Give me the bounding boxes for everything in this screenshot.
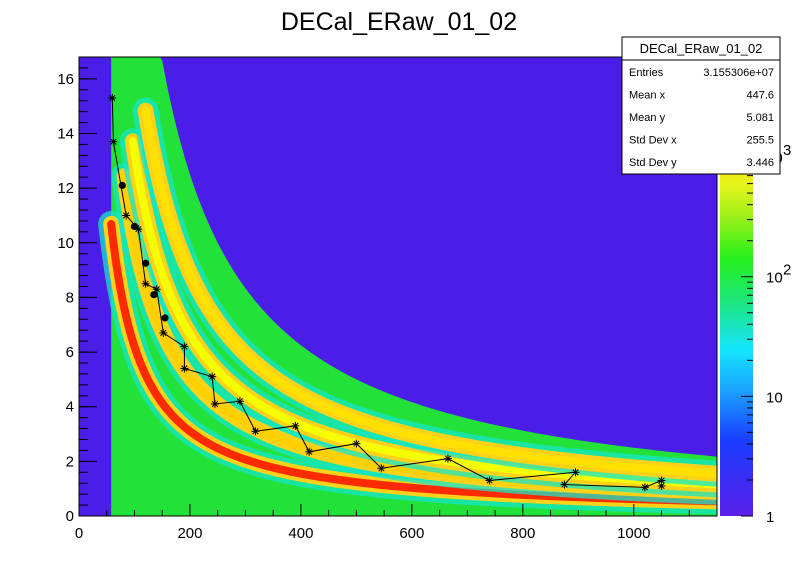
stats-row-label: Mean x — [629, 90, 666, 102]
y-tick-label: 0 — [66, 508, 74, 525]
series-1-point — [305, 447, 314, 456]
y-tick-label: 8 — [66, 289, 74, 306]
stats-row-value: 5.081 — [746, 112, 774, 124]
series-2-point — [118, 181, 126, 190]
stats-row-value: 447.6 — [746, 90, 774, 102]
x-tick-label: 1000 — [617, 525, 650, 542]
stats-rows: Entries 3.155306e+07 Mean x 447.6 Mean y 5.08… — [629, 67, 774, 169]
y-tick-label: 6 — [66, 344, 74, 361]
stats-box-frame — [621, 36, 781, 175]
z-tick-label: 10 — [766, 270, 783, 287]
stats-row-value: 3.446 — [746, 157, 774, 169]
z-tick-exponent: 3 — [783, 142, 791, 159]
band-4-layer-3 — [141, 106, 717, 478]
series-1-point — [443, 454, 452, 463]
series-1-point — [180, 364, 189, 373]
x-tick-label: 600 — [399, 525, 424, 542]
x-tick-label: 400 — [288, 525, 313, 542]
series-1-point — [235, 397, 244, 406]
y-tick-label: 10 — [57, 235, 74, 252]
y-axis: 0 2 4 6 8 10 12 14 16 — [57, 67, 97, 525]
y-tick-label: 12 — [57, 180, 74, 197]
series-1-point — [640, 483, 649, 492]
series-2-point — [150, 291, 158, 299]
y-tick-label: 2 — [66, 453, 74, 470]
stats-box-title: DECal_ERaw_01_02 — [640, 41, 763, 56]
series-1-point — [251, 427, 260, 436]
series-1-point — [141, 279, 150, 288]
bands-layer — [98, 57, 717, 516]
z-tick-label: 10 — [766, 389, 783, 406]
series-1-point — [208, 372, 217, 381]
series-1-point — [152, 285, 161, 294]
stats-row-label: Std Dev y — [629, 157, 677, 169]
series-1-point — [377, 464, 386, 473]
chart-title: DECal_ERaw_01_02 — [281, 8, 517, 36]
stats-box: DECal_ERaw_01_02 Entries 3.155306e+07 Mean… — [621, 36, 781, 175]
series-1-point — [571, 468, 580, 477]
series-1-point — [485, 476, 494, 485]
x-axis: 0 200 400 600 800 1000 — [75, 504, 690, 542]
y-tick-label: 16 — [57, 71, 74, 88]
stats-row-label: Entries — [629, 67, 664, 79]
series-2-point — [161, 314, 169, 322]
stats-row-label: Mean y — [629, 112, 666, 124]
x-tick-label: 800 — [510, 525, 535, 542]
stats-row-value: 255.5 — [746, 135, 774, 147]
series-1-point — [560, 480, 569, 489]
series-1-point — [109, 137, 118, 146]
series-1-point — [108, 93, 117, 102]
series-1-point — [291, 421, 300, 430]
z-tick-label: 1 — [766, 509, 774, 526]
background-upper — [159, 57, 717, 457]
z-tick-exponent: 2 — [783, 262, 791, 279]
series-1-point — [180, 342, 189, 351]
series-1-point — [122, 211, 131, 220]
series-1-point — [657, 481, 666, 490]
series-1-point — [210, 399, 219, 408]
plot-area — [79, 57, 717, 516]
series-1-point — [352, 439, 361, 448]
x-tick-label: 0 — [75, 525, 83, 542]
y-tick-label: 4 — [66, 399, 74, 416]
y-tick-label: 14 — [57, 126, 74, 143]
series-2-point — [130, 222, 139, 230]
stats-row-value: 3.155306e+07 — [703, 67, 774, 79]
x-tick-label: 200 — [177, 525, 202, 542]
series-layer — [108, 93, 666, 492]
series-2-point — [141, 259, 150, 267]
stats-row-label: Std Dev x — [629, 135, 677, 147]
series-1-point — [159, 328, 168, 337]
